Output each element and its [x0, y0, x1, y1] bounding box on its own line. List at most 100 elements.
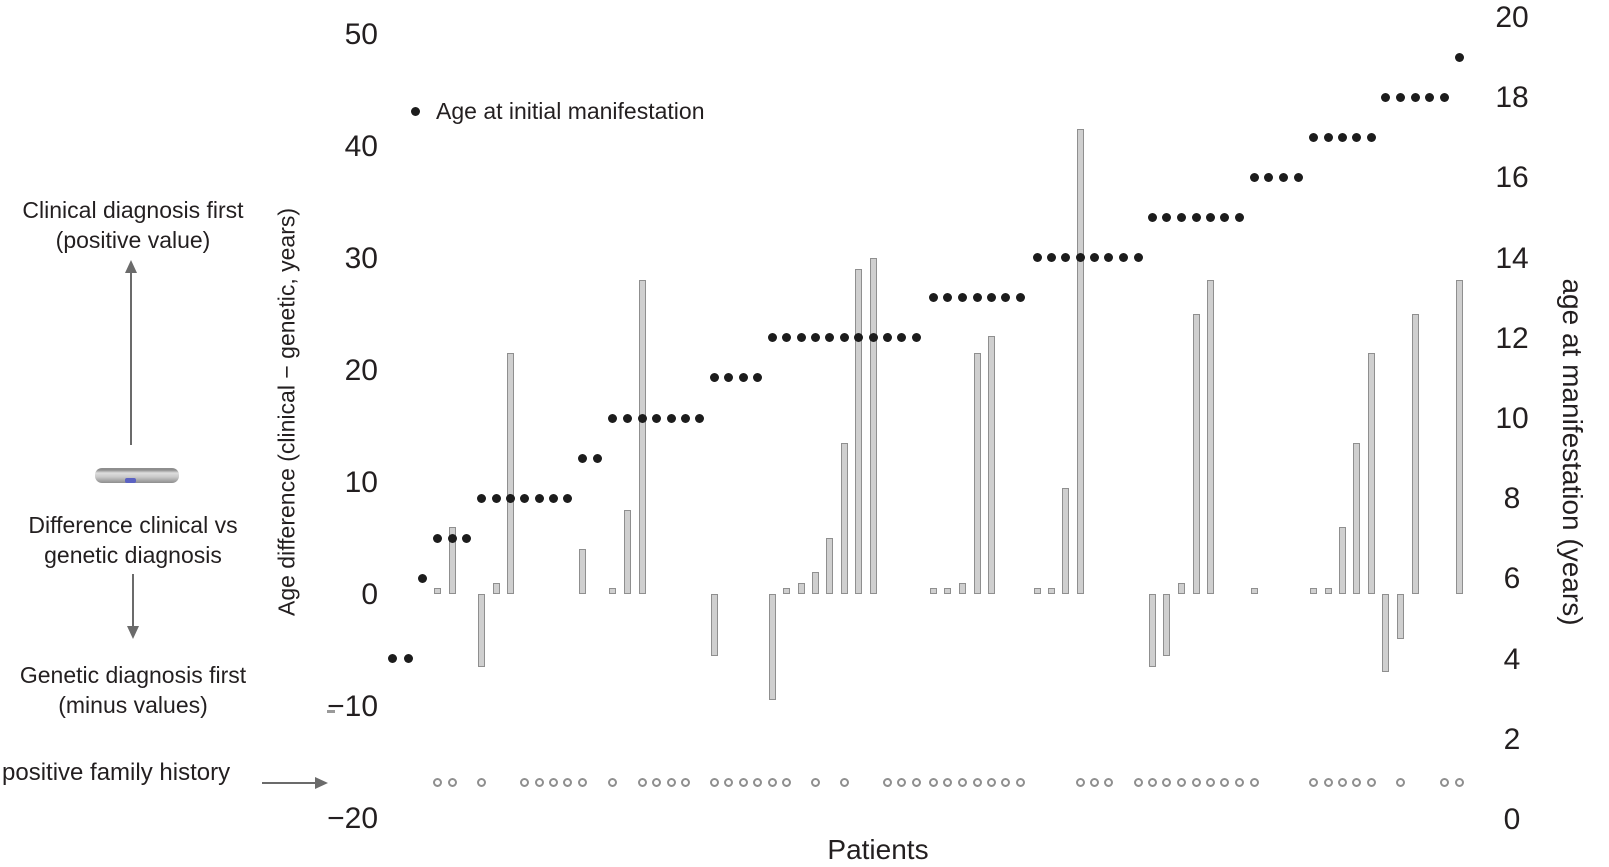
family-history-circle [957, 777, 967, 787]
age-manifestation-dot [1337, 132, 1347, 142]
age-manifestation-dot [1439, 92, 1449, 102]
age-manifestation-dot [1000, 293, 1010, 303]
age-difference-bar [1309, 588, 1317, 594]
age-difference-bar [943, 588, 951, 594]
age-difference-bar [797, 582, 805, 594]
family-history-circle [1323, 777, 1333, 787]
age-difference-bar [1192, 314, 1200, 594]
right-axis-tick-label: 14 [1495, 241, 1529, 275]
family-history-circle [519, 777, 529, 787]
family-history-circle [1454, 777, 1464, 787]
age-manifestation-dot [1351, 132, 1361, 142]
age-manifestation-dot [505, 493, 515, 503]
left-axis-title: Age difference (clinical − genetic, year… [273, 207, 300, 617]
age-manifestation-dot [896, 333, 906, 343]
family-history-circle [680, 777, 690, 787]
family-history-circle [752, 777, 762, 787]
age-manifestation-dot [723, 373, 733, 383]
age-manifestation-dot [942, 293, 952, 303]
age-manifestation-dot [1424, 92, 1434, 102]
family-history-circle [810, 777, 820, 787]
age-manifestation-dot [1293, 172, 1303, 182]
age-manifestation-dot [1278, 172, 1288, 182]
age-difference-bar [973, 353, 981, 594]
x-axis-title: Patients [827, 834, 929, 865]
age-difference-bar [958, 582, 966, 594]
age-manifestation-dot [911, 333, 921, 343]
annotation-genetic-first: Genetic diagnosis first (minus values) [19, 662, 247, 718]
age-difference-bar [1411, 314, 1419, 594]
age-manifestation-dot [868, 333, 878, 343]
family-history-circle [1234, 777, 1244, 787]
family-history-circle [1089, 777, 1099, 787]
stray-mark [327, 710, 335, 713]
age-manifestation-dot [1395, 92, 1405, 102]
age-difference-bar [1162, 594, 1170, 656]
annotation-family-history: positive family history [2, 759, 231, 786]
age-manifestation-dot [680, 413, 690, 423]
left-axis-tick-label: 30 [344, 242, 378, 275]
age-manifestation-dot [534, 493, 544, 503]
family-history-circle [896, 777, 906, 787]
family-history-circle [882, 777, 892, 787]
age-manifestation-dot [592, 453, 602, 463]
age-manifestation-dot [1118, 253, 1128, 263]
family-history-circle [562, 777, 572, 787]
right-axis-tick-label: 8 [1503, 482, 1521, 516]
right-axis-tick-label: 12 [1495, 321, 1529, 355]
family-history-circle [839, 777, 849, 787]
age-manifestation-dot [694, 413, 704, 423]
age-manifestation-dot [577, 453, 587, 463]
age-manifestation-dot [824, 333, 834, 343]
family-history-circle [1176, 777, 1186, 787]
age-manifestation-dot [622, 413, 632, 423]
right-axis-tick-label: 10 [1495, 402, 1529, 435]
age-difference-bar [1396, 594, 1404, 639]
age-manifestation-dot [853, 333, 863, 343]
age-difference-bar [433, 588, 441, 594]
left-axis-tick-label: 50 [344, 18, 378, 51]
age-difference-bar [1206, 280, 1214, 594]
age-manifestation-dot [1133, 253, 1143, 263]
age-manifestation-dot [461, 533, 471, 543]
family-history-circle [709, 777, 719, 787]
age-difference-bar [492, 582, 500, 594]
age-difference-bar [623, 510, 631, 594]
age-difference-bar [1338, 526, 1346, 594]
age-difference-bar [840, 442, 848, 594]
age-manifestation-dot [666, 413, 676, 423]
age-manifestation-dot [1410, 92, 1420, 102]
family-history-circle [637, 777, 647, 787]
family-history-circle [1219, 777, 1229, 787]
age-difference-bar [1324, 588, 1332, 594]
right-axis-tick-label: 18 [1495, 81, 1529, 115]
family-history-circle [447, 777, 457, 787]
age-difference-bar [1352, 442, 1360, 594]
left-axis-tick-label: 10 [344, 466, 378, 499]
age-manifestation-dot [1308, 132, 1318, 142]
age-manifestation-dot [651, 413, 661, 423]
age-manifestation-dot [882, 333, 892, 343]
family-history-circle [781, 777, 791, 787]
age-manifestation-dot [709, 373, 719, 383]
family-history-circle [548, 777, 558, 787]
right-axis-tick-label: 4 [1503, 642, 1521, 676]
right-axis-tick-label: 0 [1503, 803, 1521, 836]
age-manifestation-dot [986, 293, 996, 303]
age-difference-bar [506, 353, 514, 594]
age-difference-bar [638, 280, 646, 594]
age-manifestation-dot [781, 333, 791, 343]
age-manifestation-dot [1263, 172, 1273, 182]
age-manifestation-dot [839, 333, 849, 343]
age-manifestation-dot [972, 293, 982, 303]
legend-manifestation-dot-icon [411, 107, 420, 116]
age-manifestation-dot [928, 293, 938, 303]
age-manifestation-dot [417, 573, 427, 583]
age-manifestation-dot [403, 654, 413, 664]
family-history-circle [723, 777, 733, 787]
age-manifestation-dot [1161, 213, 1171, 222]
age-difference-bar [1061, 487, 1069, 594]
age-manifestation-dot [1191, 213, 1201, 222]
family-history-circle [986, 777, 996, 787]
family-history-circle [1366, 777, 1376, 787]
